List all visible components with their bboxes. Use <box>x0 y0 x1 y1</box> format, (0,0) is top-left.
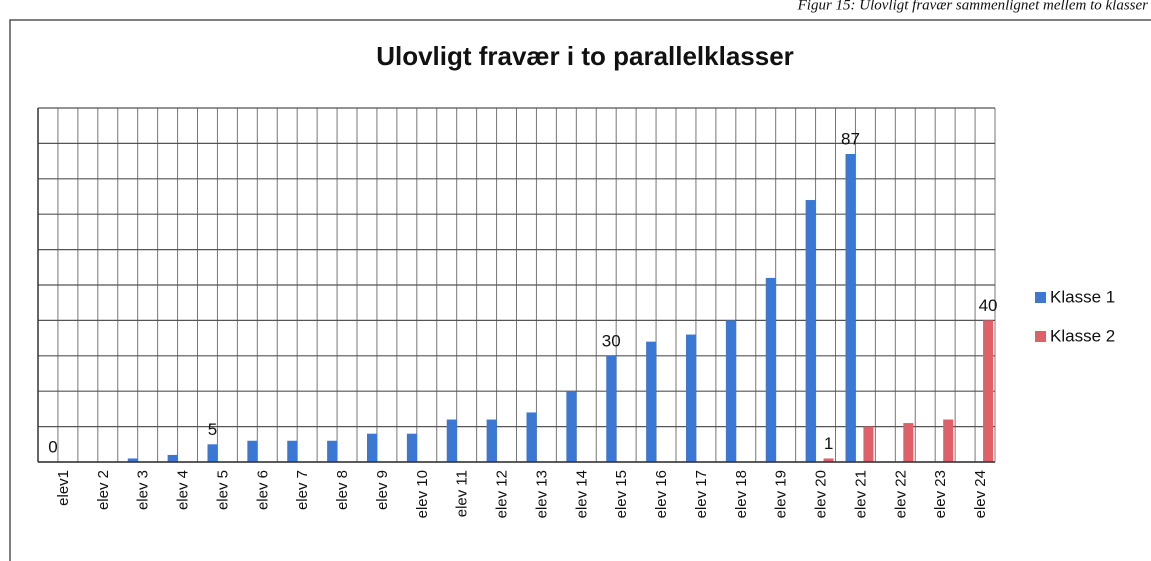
x-tick-label: elev 20 <box>813 470 830 518</box>
x-tick-label: elev 9 <box>374 470 391 510</box>
bar <box>207 444 218 462</box>
x-tick-label: elev1 <box>55 470 72 506</box>
x-tick-label: elev 7 <box>294 470 311 510</box>
bar <box>943 419 954 462</box>
bar <box>526 412 537 462</box>
bar <box>725 320 736 462</box>
data-label: 30 <box>602 331 621 350</box>
x-tick-label: elev 3 <box>135 470 152 510</box>
bar <box>823 458 834 462</box>
bar <box>406 433 417 462</box>
data-label: 1 <box>824 434 833 453</box>
bar <box>327 440 338 462</box>
x-tick-label: elev 5 <box>214 470 231 510</box>
x-tick-label: elev 23 <box>932 470 949 518</box>
bar <box>983 320 994 462</box>
legend-swatch <box>1035 292 1046 303</box>
x-tick-label: elev 8 <box>334 470 351 510</box>
chart-title: Ulovligt fravær i to parallelklasser <box>376 41 794 71</box>
chart-frame <box>9 19 1151 561</box>
x-tick-label: elev 19 <box>773 470 790 518</box>
bar <box>863 426 874 462</box>
x-tick-label: elev 22 <box>892 470 909 518</box>
x-tick-label: elev 17 <box>693 470 710 518</box>
bar <box>765 277 776 462</box>
data-label: 5 <box>208 420 217 439</box>
bar <box>167 454 178 462</box>
x-tick-label: elev 6 <box>254 470 271 510</box>
bar <box>367 433 377 462</box>
bar <box>247 440 258 462</box>
x-tick-label: elev 18 <box>733 470 750 518</box>
x-tick-label: elev 4 <box>175 470 192 510</box>
bar <box>446 419 457 462</box>
bar <box>606 355 617 462</box>
bar <box>686 334 696 462</box>
legend-label: Klasse 2 <box>1050 326 1115 345</box>
x-tick-label: elev 11 <box>454 470 471 517</box>
bar <box>486 419 497 462</box>
x-tick-label: elev 21 <box>852 470 869 518</box>
x-tick-label: elev 16 <box>653 470 670 518</box>
x-tick-label: elev 14 <box>573 470 590 518</box>
x-tick-label: elev 10 <box>414 470 431 518</box>
x-tick-label: elev 2 <box>95 470 112 510</box>
x-tick-label: elev 24 <box>972 470 989 518</box>
bar <box>903 423 914 462</box>
legend-label: Klasse 1 <box>1050 287 1115 306</box>
bar <box>127 458 138 462</box>
x-tick-label: elev 15 <box>613 470 630 518</box>
bar <box>845 154 856 462</box>
figure-caption: Figur 15: Ulovligt fravær sammenlignet m… <box>797 0 1149 13</box>
bar <box>287 440 298 462</box>
bar <box>566 391 577 462</box>
data-label: 0 <box>48 437 57 456</box>
data-label: 40 <box>979 296 998 315</box>
x-tick-label: elev 13 <box>533 470 550 518</box>
bar <box>805 200 816 463</box>
bar <box>646 341 657 462</box>
legend-swatch <box>1035 331 1046 342</box>
data-label: 87 <box>841 130 860 149</box>
x-tick-label: elev 12 <box>494 470 511 518</box>
